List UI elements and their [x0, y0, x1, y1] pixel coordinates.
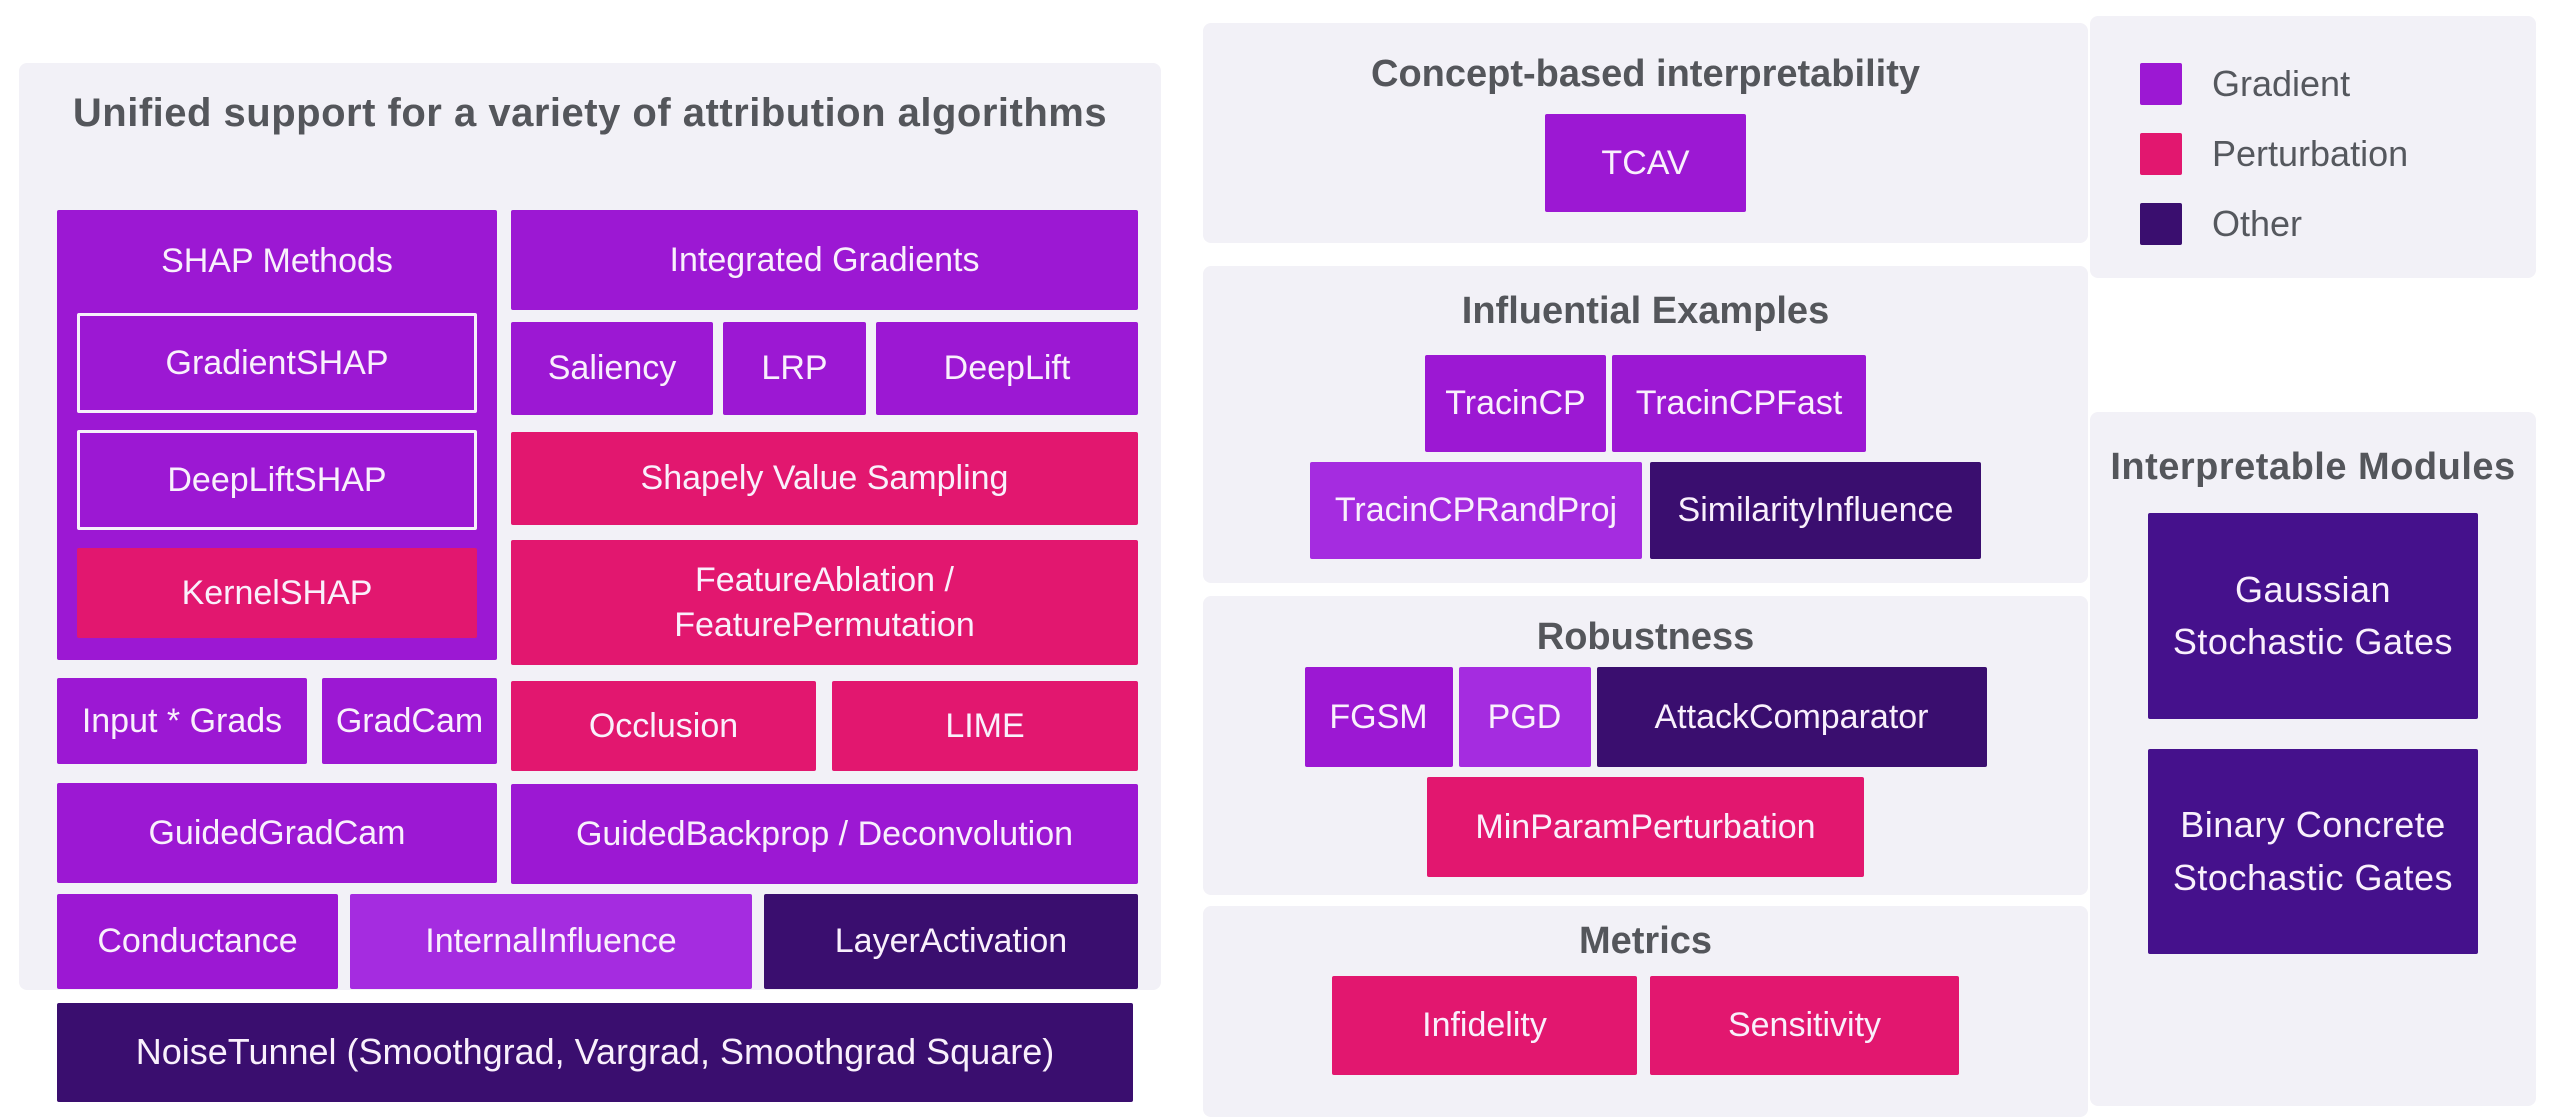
- box-tcav: TCAV: [1545, 114, 1746, 212]
- box-internalinfluence: InternalInfluence: [350, 894, 752, 989]
- metrics-panel-title: Metrics: [1578, 920, 1713, 962]
- box-guidedbackprop-deconvolution: GuidedBackprop / Deconvolution: [511, 784, 1138, 884]
- box-input-grads: Input * Grads: [57, 678, 307, 764]
- box-integrated-gradients: Integrated Gradients: [511, 210, 1138, 310]
- legend-label: Other: [2212, 203, 2303, 244]
- box-lime: LIME: [832, 681, 1138, 771]
- attribution-panel: Unified support for a variety of attribu…: [19, 63, 1161, 990]
- attribution-grid: SHAP Methods GradientSHAP DeepLiftSHAP K…: [57, 210, 1138, 989]
- box-gradcam: GradCam: [322, 678, 497, 764]
- box-tracincprandproj: TracinCPRandProj: [1310, 462, 1642, 559]
- legend-label: Gradient: [2212, 63, 2351, 104]
- box-minparamperturbation: MinParamPerturbation: [1427, 777, 1864, 877]
- robustness-panel: Robustness FGSM PGD AttackComparator Min…: [1203, 596, 2088, 895]
- other-color-swatch: [2140, 203, 2182, 245]
- box-noisetunnel: NoiseTunnel (Smoothgrad, Vargrad, Smooth…: [57, 1003, 1133, 1102]
- metrics-panel: Metrics Infidelity Sensitivity: [1203, 906, 2088, 1117]
- robustness-panel-title: Robustness: [1536, 616, 1755, 658]
- legend-label: Perturbation: [2212, 133, 2409, 174]
- box-similarityinfluence: SimilarityInfluence: [1650, 462, 1981, 559]
- perturbation-color-swatch: [2140, 133, 2182, 175]
- box-fgsm: FGSM: [1304, 667, 1453, 767]
- box-lrp: LRP: [723, 322, 866, 415]
- box-shapely-value-sampling: Shapely Value Sampling: [511, 432, 1138, 525]
- legend-item-other: Other: [2090, 203, 2536, 245]
- influential-panel-title: Influential Examples: [1461, 290, 1830, 332]
- box-binary-concrete-stochastic-gates: Binary Concrete Stochastic Gates: [2148, 749, 2478, 954]
- box-layeractivation: LayerActivation: [764, 894, 1138, 989]
- attribution-panel-title: Unified support for a variety of attribu…: [72, 91, 1108, 135]
- legend: Gradient Perturbation Other: [2090, 16, 2536, 278]
- legend-item-perturbation: Perturbation: [2090, 133, 2536, 175]
- box-guidedgradcam: GuidedGradCam: [57, 783, 497, 883]
- box-gradientshap: GradientSHAP: [77, 313, 477, 413]
- concept-panel: Concept-based interpretability TCAV: [1203, 23, 2088, 243]
- shap-methods-label: SHAP Methods: [161, 242, 393, 280]
- box-deepliftshap: DeepLiftSHAP: [77, 430, 477, 530]
- shap-methods-group: SHAP Methods GradientSHAP DeepLiftSHAP K…: [57, 210, 497, 660]
- box-gaussian-stochastic-gates: Gaussian Stochastic Gates: [2148, 513, 2478, 719]
- box-tracincp: TracinCP: [1425, 355, 1606, 452]
- box-deeplift: DeepLift: [876, 322, 1138, 415]
- interpretable-modules-panel: Interpretable Modules Gaussian Stochasti…: [2090, 412, 2536, 1106]
- box-conductance: Conductance: [57, 894, 338, 989]
- interpretable-modules-title: Interpretable Modules: [2110, 446, 2516, 488]
- legend-item-gradient: Gradient: [2090, 63, 2536, 105]
- box-feature-ablation-permutation: FeatureAblation / FeaturePermutation: [511, 540, 1138, 665]
- box-attackcomparator: AttackComparator: [1596, 667, 1987, 767]
- box-pgd: PGD: [1458, 667, 1591, 767]
- box-sensitivity: Sensitivity: [1650, 976, 1959, 1075]
- box-tracincpfast: TracinCPFast: [1612, 355, 1866, 452]
- box-occlusion: Occlusion: [511, 681, 816, 771]
- box-kernelshap: KernelSHAP: [77, 548, 477, 638]
- concept-panel-title: Concept-based interpretability: [1371, 53, 1920, 95]
- box-infidelity: Infidelity: [1332, 976, 1637, 1075]
- influential-panel: Influential Examples TracinCP TracinCPFa…: [1203, 266, 2088, 583]
- box-saliency: Saliency: [511, 322, 713, 415]
- gradient-color-swatch: [2140, 63, 2182, 105]
